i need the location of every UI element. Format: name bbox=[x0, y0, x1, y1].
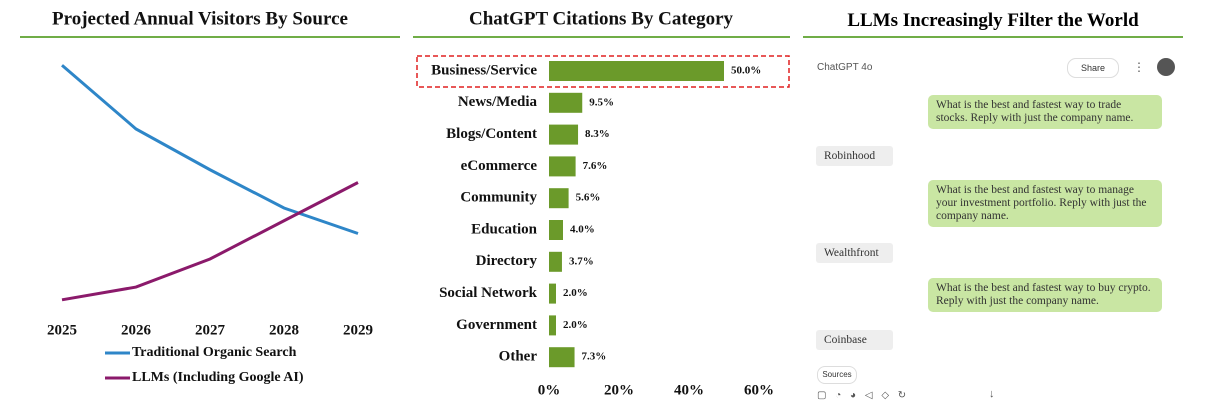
bar bbox=[549, 124, 579, 145]
model-name[interactable]: ChatGPT 4o bbox=[817, 62, 873, 73]
highlight-box bbox=[416, 55, 790, 88]
bar bbox=[549, 251, 562, 272]
menu-icon[interactable]: ⋮ bbox=[1133, 60, 1145, 74]
bar-chart: ChatGPT Citations By Category Business/Se… bbox=[413, 8, 790, 398]
x-tick-label: 2027 bbox=[195, 322, 226, 338]
bar bbox=[549, 283, 556, 304]
bar bbox=[549, 61, 724, 81]
category-label: Education bbox=[471, 221, 538, 237]
bar bbox=[549, 347, 575, 368]
x-tick-label: 2028 bbox=[269, 322, 299, 338]
x-tick-label: 40% bbox=[674, 382, 704, 398]
user-message: What is the best and fastest way to mana… bbox=[928, 180, 1162, 227]
x-tick-label: 20% bbox=[604, 382, 634, 398]
title-underline bbox=[803, 36, 1183, 38]
x-tick-label: 0% bbox=[538, 382, 561, 398]
chat-panel: LLMs Increasingly Filter the World ChatG… bbox=[803, 0, 1183, 407]
category-label: Community bbox=[460, 190, 537, 206]
value-label: 5.6% bbox=[576, 192, 601, 204]
series-line bbox=[61, 181, 359, 302]
legend-label: Traditional Organic Search bbox=[132, 345, 297, 360]
bar bbox=[549, 188, 569, 209]
user-message: What is the best and fastest way to buy … bbox=[928, 278, 1162, 312]
category-label: News/Media bbox=[458, 94, 538, 110]
bar bbox=[549, 92, 583, 113]
scroll-down[interactable]: ↓ bbox=[989, 388, 995, 400]
series-line bbox=[61, 64, 359, 235]
assistant-reply: Wealthfront bbox=[816, 243, 893, 263]
category-label: Business/Service bbox=[431, 62, 537, 78]
x-tick-label: 2026 bbox=[121, 322, 152, 338]
share-button[interactable]: Share bbox=[1067, 58, 1119, 78]
assistant-reply: Coinbase bbox=[816, 330, 893, 350]
line-chart: Projected Annual Visitors By Source 2025 2… bbox=[20, 8, 400, 385]
category-label: eCommerce bbox=[461, 158, 538, 174]
value-label: 3.7% bbox=[569, 255, 594, 267]
value-label: 7.3% bbox=[582, 351, 607, 363]
category-label: Government bbox=[456, 317, 537, 333]
chart-title: ChatGPT Citations By Category bbox=[469, 8, 734, 29]
sources-label: Sources bbox=[822, 370, 852, 379]
avatar[interactable] bbox=[1157, 58, 1175, 76]
action-icons[interactable]: ▢ ◔ ◕ ◁ ◇ ↻ bbox=[817, 390, 910, 401]
panel-title: LLMs Increasingly Filter the World bbox=[847, 10, 1139, 31]
user-message: What is the best and fastest way to trad… bbox=[928, 95, 1162, 129]
legend-label: LLMs (Including Google AI) bbox=[132, 370, 304, 385]
assistant-reply: Robinhood bbox=[816, 146, 893, 166]
value-label: 8.3% bbox=[585, 128, 610, 140]
bar bbox=[549, 315, 556, 336]
category-label: Blogs/Content bbox=[446, 126, 537, 142]
value-label: 7.6% bbox=[583, 160, 608, 172]
value-label: 9.5% bbox=[589, 96, 614, 108]
category-label: Directory bbox=[476, 253, 538, 269]
value-label: 2.0% bbox=[563, 319, 588, 331]
bar bbox=[549, 220, 563, 240]
category-label: Social Network bbox=[439, 285, 538, 301]
x-tick-label: 2025 bbox=[47, 322, 77, 338]
x-tick-label: 60% bbox=[744, 382, 774, 398]
x-tick-label: 2029 bbox=[343, 322, 373, 338]
chart-title: Projected Annual Visitors By Source bbox=[52, 8, 348, 29]
value-label: 50.0% bbox=[731, 65, 761, 77]
share-label: Share bbox=[1080, 63, 1106, 73]
sources-button[interactable]: Sources bbox=[817, 366, 857, 384]
category-label: Other bbox=[499, 349, 538, 365]
value-label: 4.0% bbox=[570, 224, 595, 236]
bar bbox=[549, 156, 576, 177]
value-label: 2.0% bbox=[563, 287, 588, 299]
